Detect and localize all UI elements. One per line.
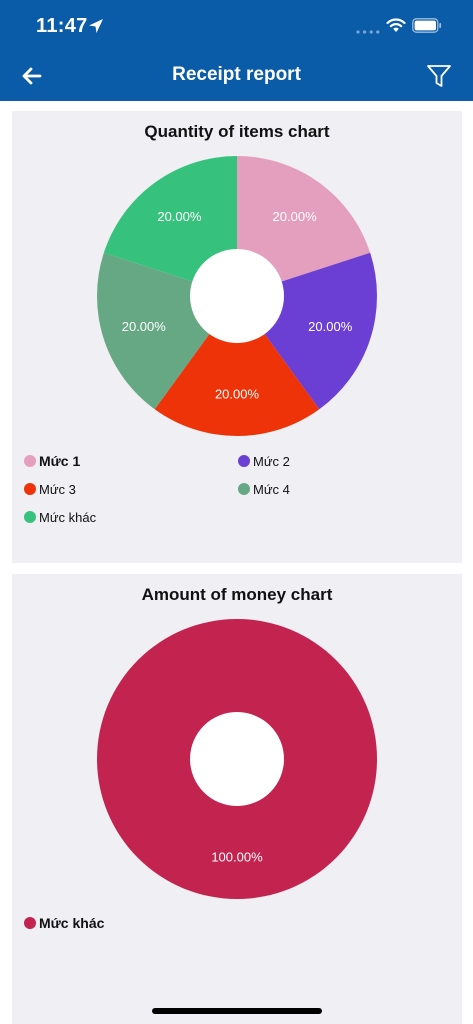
slice-label: 20.00% [273,209,318,224]
legend-swatch [238,455,250,467]
donut-hole [190,249,284,343]
money-chart-card: Amount of money chart 100.00% Mức khác [12,574,462,1024]
legend-label: Mức 1 [39,453,81,469]
home-indicator [152,1008,322,1014]
funnel-icon[interactable] [425,62,453,90]
legend-swatch [24,511,36,523]
legend-swatch [24,917,36,929]
wifi-icon [386,18,406,32]
legend-item-muc-2[interactable]: Mức 2 [238,452,290,470]
battery-icon [412,18,442,33]
slice-label: 20.00% [157,209,202,224]
chart-title: Quantity of items chart [144,122,330,141]
legend-label: Mức khác [39,915,105,931]
chart-title: Amount of money chart [141,585,333,604]
status-time: 11:47 [36,15,88,37]
legend-item-muc-khac[interactable]: Mức khác [24,914,104,932]
donut-hole [190,712,284,806]
slice-label: 20.00% [122,319,167,334]
legend-label: Mức 2 [253,453,290,469]
slice-label: 20.00% [215,387,260,402]
pie-slice[interactable] [237,156,371,296]
money-donut-chart: 100.00% [97,619,377,899]
legend-item-muc-khac[interactable]: Mức khác [24,508,96,526]
legend-item-muc-3[interactable]: Mức 3 [24,480,76,498]
legend-label: Mức 3 [39,481,76,497]
legend-swatch [238,483,250,495]
slice-label: 20.00% [308,319,353,334]
legend-swatch [24,455,36,467]
legend-label: Mức khác [39,509,97,525]
status-bar: 11:47 [0,0,473,52]
pie-slice[interactable] [103,156,238,296]
legend-item-muc-1[interactable]: Mức 1 [24,452,80,470]
quantity-chart-card: Quantity of items chart 20.00% 20.00% 20.0… [12,111,462,563]
quantity-donut-chart: 20.00% 20.00% 20.00% 20.00% 20.00% [97,156,377,436]
arrow-left-icon[interactable] [20,64,44,88]
legend-item-muc-4[interactable]: Mức 4 [238,480,290,498]
pie-slice[interactable] [154,296,320,436]
navigation-bar: Receipt report [0,52,473,101]
page-title: Receipt report [172,64,301,85]
legend-label: Mức 4 [253,481,290,497]
legend-swatch [24,483,36,495]
signal-dots-icon [356,30,380,34]
location-arrow-icon [89,19,103,33]
slice-label: 100.00% [211,850,263,865]
